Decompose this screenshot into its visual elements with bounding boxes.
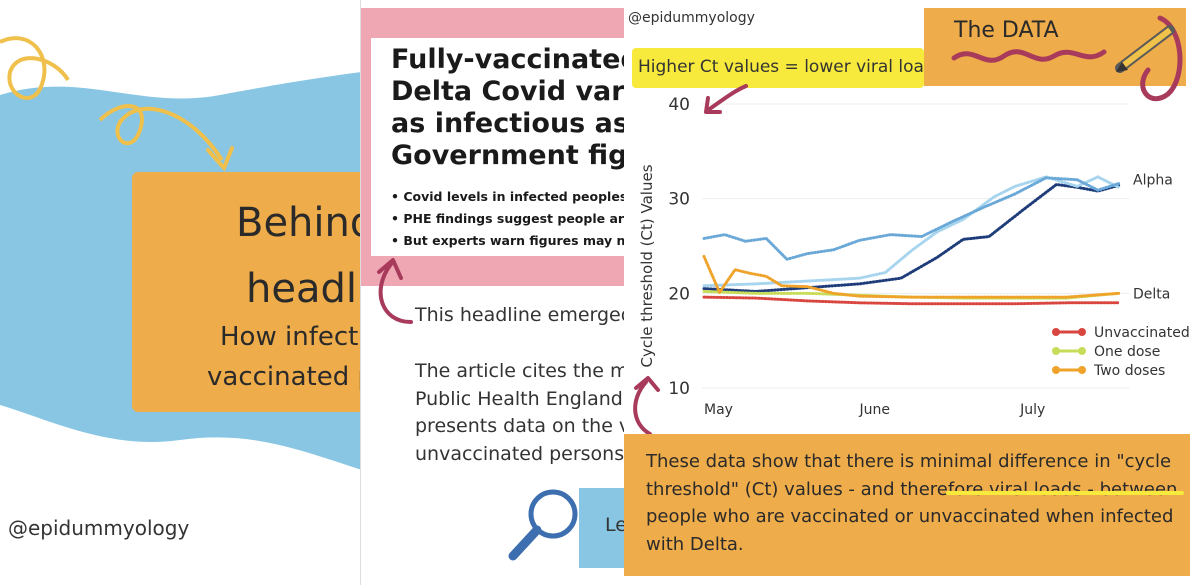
highlight-strip: [632, 48, 924, 88]
series-line: [702, 176, 1121, 261]
news-headline: Fully-vaccinated p Delta Covid varian as…: [391, 44, 631, 172]
magnifier-icon: [508, 489, 578, 561]
pencil-icon: [1115, 25, 1175, 73]
ct-values-chart: 10 20 30 40 May June July Cycle threshold (Ct) …: [638, 95, 1190, 418]
headline-line: Delta Covid varian: [391, 76, 631, 107]
legend-swatch-dot: [1052, 347, 1060, 355]
bullet-text: PHE findings suggest people are jus: [403, 211, 631, 226]
bullet-text: Covid levels in infected peoples' sa: [403, 189, 631, 204]
bullet-item: • Covid levels in infected peoples' sa: [391, 186, 631, 208]
curved-arrow-icon: [377, 258, 413, 324]
series-line-core: [703, 256, 1119, 298]
swirl-arrow-middle: [98, 104, 224, 162]
author-handle: @epidummyology: [8, 516, 190, 540]
legend-label: One dose: [1094, 344, 1160, 360]
swirl-icon: [1140, 15, 1183, 102]
legend-swatch-dot: [1078, 328, 1086, 336]
y-axis-label: Cycle threshold (Ct) Values: [638, 164, 656, 367]
description-line: unvaccinated persons w: [415, 442, 631, 465]
series-line-core: [703, 177, 1119, 261]
description-line: Public Health England o: [415, 387, 631, 410]
legend-swatch-dot: [1052, 366, 1060, 374]
y-tick-label: 30: [668, 190, 690, 210]
legend-label: Two doses: [1093, 363, 1165, 379]
highlight-note: Higher Ct values = lower viral load: [638, 57, 935, 77]
x-tick-label: June: [858, 402, 890, 418]
bullet-item: • PHE findings suggest people are jus: [391, 208, 631, 230]
conclusion-text: These data show that there is minimal di…: [646, 451, 1178, 555]
author-handle: @epidummyology: [628, 10, 755, 26]
data-title: The DATA: [954, 18, 1059, 43]
title-box: [132, 172, 362, 412]
right-slide-card: @epidummyology Higher Ct values = lower …: [624, 0, 1200, 585]
curved-arrow-icon: [633, 376, 660, 436]
slide-title-line-1: Behind: [236, 200, 362, 246]
learn-more-label: Le: [605, 514, 627, 536]
series-line: [702, 175, 1121, 288]
x-tick-label: July: [1019, 402, 1045, 418]
headline-bullets: • Covid levels in infected peoples' sa •…: [391, 186, 631, 252]
y-tick-label: 20: [668, 284, 690, 304]
group-label: Alpha: [1133, 173, 1173, 189]
description-line: The article cites the mo: [415, 360, 631, 382]
learn-more-box: [579, 488, 631, 568]
series-line-core: [703, 176, 1119, 287]
conclusion-box: [624, 434, 1190, 576]
yellow-underline: [946, 491, 1184, 495]
bullet-text: But experts warn figures may not re: [403, 233, 631, 248]
slide-subtitle-line-2: vaccinated p: [207, 362, 362, 392]
headline-line: as infectious as th: [391, 108, 631, 139]
data-title-decor: [951, 15, 1183, 102]
headline-line: Fully-vaccinated p: [391, 44, 631, 75]
y-tick-label: 10: [668, 379, 690, 399]
y-tick-label: 40: [668, 95, 690, 115]
legend-label: Unvaccinated: [1094, 325, 1190, 341]
x-tick-label: May: [704, 402, 733, 418]
headline-line: Government figur: [391, 140, 631, 171]
headline-clipping: [371, 38, 631, 256]
pointer-arrow-icon: [704, 84, 748, 114]
description-line: presents data on the vi: [415, 415, 631, 437]
bullet-item: • But experts warn figures may not re: [391, 230, 631, 252]
slide-subtitle-line-1: How infect: [220, 322, 359, 352]
middle-slide-card: Fully-vaccinated p Delta Covid varian as…: [360, 0, 631, 585]
legend-swatch-dot: [1078, 366, 1086, 374]
arrowhead-icon: [206, 146, 234, 172]
group-label: Delta: [1133, 286, 1170, 302]
left-slide-card: Behind headli How infect vaccinated p @e…: [0, 0, 362, 585]
legend-swatch-dot: [1078, 347, 1086, 355]
series-line-core: [703, 296, 1119, 305]
intro-text: This headline emerged i: [415, 304, 631, 326]
slide-title-line-2: headli: [246, 266, 362, 312]
swirl-arrow-top: [0, 36, 70, 100]
article-description: The article cites the mo Public Health E…: [415, 358, 631, 468]
scribble-underline: [951, 49, 1107, 63]
legend-swatch-dot: [1052, 328, 1060, 336]
